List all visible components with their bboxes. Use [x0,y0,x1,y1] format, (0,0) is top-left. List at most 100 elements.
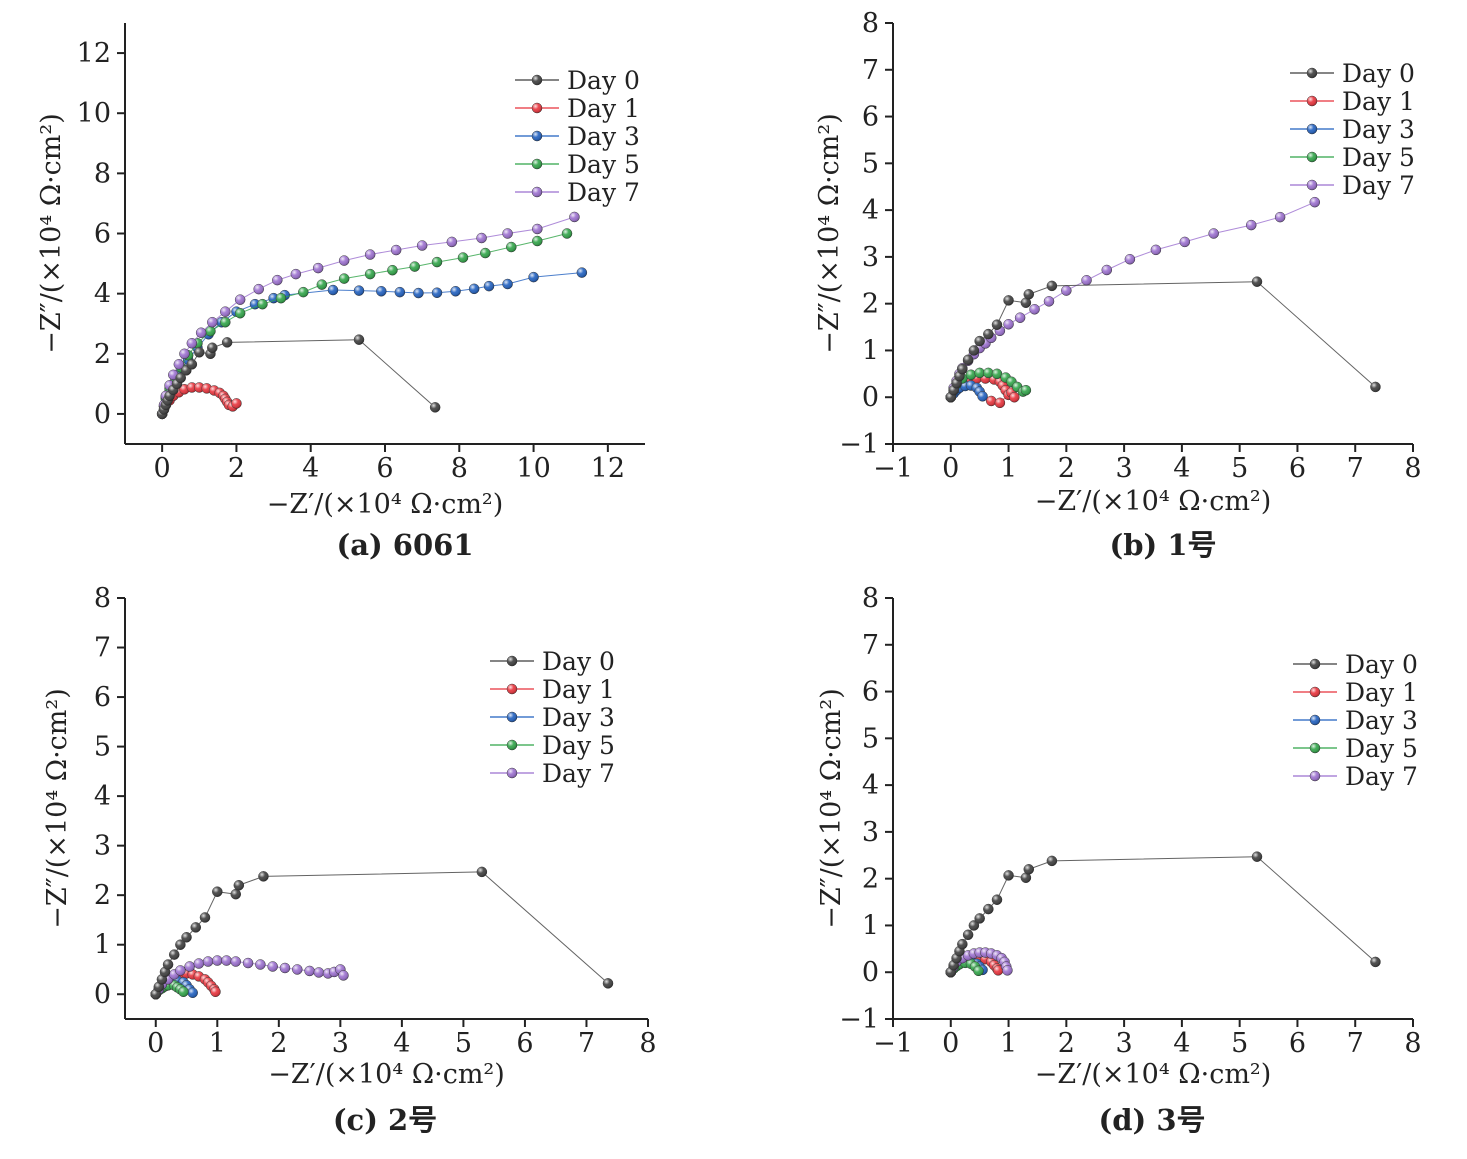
x-tick-label: 2 [1058,453,1075,484]
data-point-shine [316,279,327,290]
data-point-shine [196,327,207,338]
data-point-shine [190,922,201,933]
data-point-shine [1003,870,1014,881]
data-point-shine [178,986,189,997]
series-day-0 [945,276,1381,403]
y-tick-label: 0 [94,399,111,430]
y-tick-label: 6 [862,102,879,133]
data-point-shine [1179,236,1190,247]
x-tick-label: 3 [1116,453,1133,484]
data-point-shine [212,886,223,897]
y-tick-label: 5 [862,148,879,179]
data-point-shine [968,345,979,356]
y-tick-label: 1 [94,930,111,961]
data-point-shine [983,367,994,378]
data-point-shine [1003,319,1014,330]
data-point-shine [502,279,513,290]
data-point-shine [983,329,994,340]
x-tick-label: 7 [578,1028,595,1059]
legend-label: Day 7 [542,759,615,788]
data-point-shine [1020,872,1031,883]
data-point-shine [417,240,428,251]
data-point-shine [365,249,376,260]
y-tick-label: 2 [862,289,879,320]
y-tick-label: 3 [94,831,111,862]
data-point-shine [181,932,192,943]
data-point-shine [413,288,424,299]
data-point-shine [974,336,985,347]
data-point-shine [1009,392,1020,403]
y-tick-label: 7 [94,633,111,664]
legend-label: Day 5 [1345,734,1418,763]
data-point-shine [957,939,968,950]
data-point-shine [1020,385,1031,396]
x-tick-label: 7 [1347,1028,1364,1059]
data-point-shine [432,257,442,268]
x-tick-label: 5 [1231,1028,1248,1059]
data-point-shine [235,308,246,319]
y-tick-label: 1 [862,335,879,366]
data-point-shine [983,904,994,915]
data-point-shine [1023,289,1034,300]
data-point-shine [235,294,246,305]
x-tick-label: 2 [270,1028,287,1059]
data-point-shine [193,958,204,969]
data-point-shine [1370,956,1381,967]
data-point-shine [963,929,974,940]
data-point-shine [1208,228,1219,239]
data-point-shine [376,286,387,297]
data-point-shine [391,245,402,256]
data-point-shine [1002,965,1013,976]
x-tick-label: 6 [516,1028,533,1059]
data-point-shine [207,342,218,353]
data-point-shine [199,912,210,923]
x-tick-label: 4 [1173,453,1190,484]
y-axis-title: −Z″/(×10⁴ Ω·cm²) [36,113,67,354]
series-line [950,856,1376,973]
x-axis-title: −Z′/(×10⁴ Ω·cm²) [1035,1059,1272,1090]
x-tick-label: −1 [873,453,913,484]
y-tick-label: 0 [94,979,111,1010]
data-point-shine [328,285,338,296]
y-axis-title: −Z″/(×10⁴ Ω·cm²) [816,688,847,929]
data-point-shine [1061,285,1072,296]
data-point-shine [957,364,968,375]
data-point-shine [469,283,480,294]
series-day-0 [150,866,614,1000]
y-axis-title: −Z″/(×10⁴ Ω·cm²) [814,113,845,354]
y-tick-label: 8 [862,8,879,39]
data-point-shine [186,338,197,349]
data-point-shine [993,965,1004,976]
x-tick-label: 0 [147,1028,164,1059]
data-point-shine [339,255,350,266]
legend-label: Day 0 [1345,650,1418,679]
data-point-shine [1015,312,1026,323]
data-point-shine [257,299,268,310]
legend-label: Day 0 [542,647,615,676]
chart-panel-1: −1 0 1 2 3 4 5 6 7 8 −1 0 1 2 3 4 5 6 7 8 −Z′/(×10⁴ Ω·cm²) −Z… [814,8,1422,562]
data-point-shine [994,397,1005,408]
data-point-shine [292,964,303,975]
data-point-shine [409,261,420,272]
y-tick-label: 5 [862,723,879,754]
data-point-shine [220,317,231,328]
y-tick-label: 2 [94,880,111,911]
data-point-shine [1124,254,1135,265]
x-tick-label: 2 [228,453,245,484]
panel-caption: (c) 2号 [333,1103,437,1137]
x-tick-label: 0 [154,453,171,484]
legend-marker-shine [1307,124,1317,134]
x-axis-title: −Z′/(×10⁴ Ω·cm²) [1035,486,1272,517]
data-point-shine [339,273,350,284]
legend-label: Day 3 [1345,706,1418,735]
legend-label: Day 7 [567,178,640,207]
data-point-shine [1309,197,1320,208]
x-tick-label: 4 [1173,1028,1190,1059]
legend-label: Day 3 [567,122,640,151]
legend-label: Day 3 [542,703,615,732]
data-point-shine [992,894,1002,905]
y-tick-label: 4 [862,195,879,226]
data-point-shine [1370,381,1381,392]
